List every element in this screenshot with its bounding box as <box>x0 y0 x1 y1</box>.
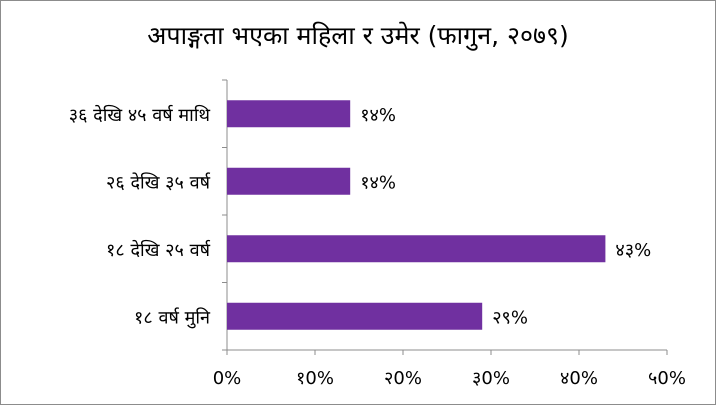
category-label: २६ देखि ३५ वर्ष <box>106 171 211 193</box>
bar <box>227 167 351 195</box>
chart-title: अपाङ्गता भएका महिला र उमेर (फागुन, २०७९) <box>147 21 569 50</box>
bar <box>227 100 351 128</box>
data-label: ४३% <box>615 240 651 261</box>
category-label: ३६ देखि ४५ वर्ष माथि <box>69 104 211 126</box>
x-tick-label: ४0% <box>560 368 598 389</box>
data-label: २९% <box>492 307 528 328</box>
plot-area: 0% १0% २0% ३0% ४0% ५0% ३६ देखि ४५ वर्ष माथि १४%… <box>69 79 686 389</box>
x-tick-label: ३0% <box>472 368 510 389</box>
data-label: १४% <box>360 172 396 193</box>
bar <box>227 302 483 330</box>
category-label: १८ देखि २५ वर्ष <box>106 239 211 261</box>
x-tick-label: २0% <box>384 368 422 389</box>
x-tick-label: १0% <box>296 368 334 389</box>
x-tick-label: ५0% <box>648 368 686 389</box>
bar <box>227 235 606 263</box>
x-tick-label: 0% <box>213 368 242 389</box>
data-label: १४% <box>360 105 396 126</box>
category-label: १८ वर्ष मुनि <box>134 306 211 328</box>
